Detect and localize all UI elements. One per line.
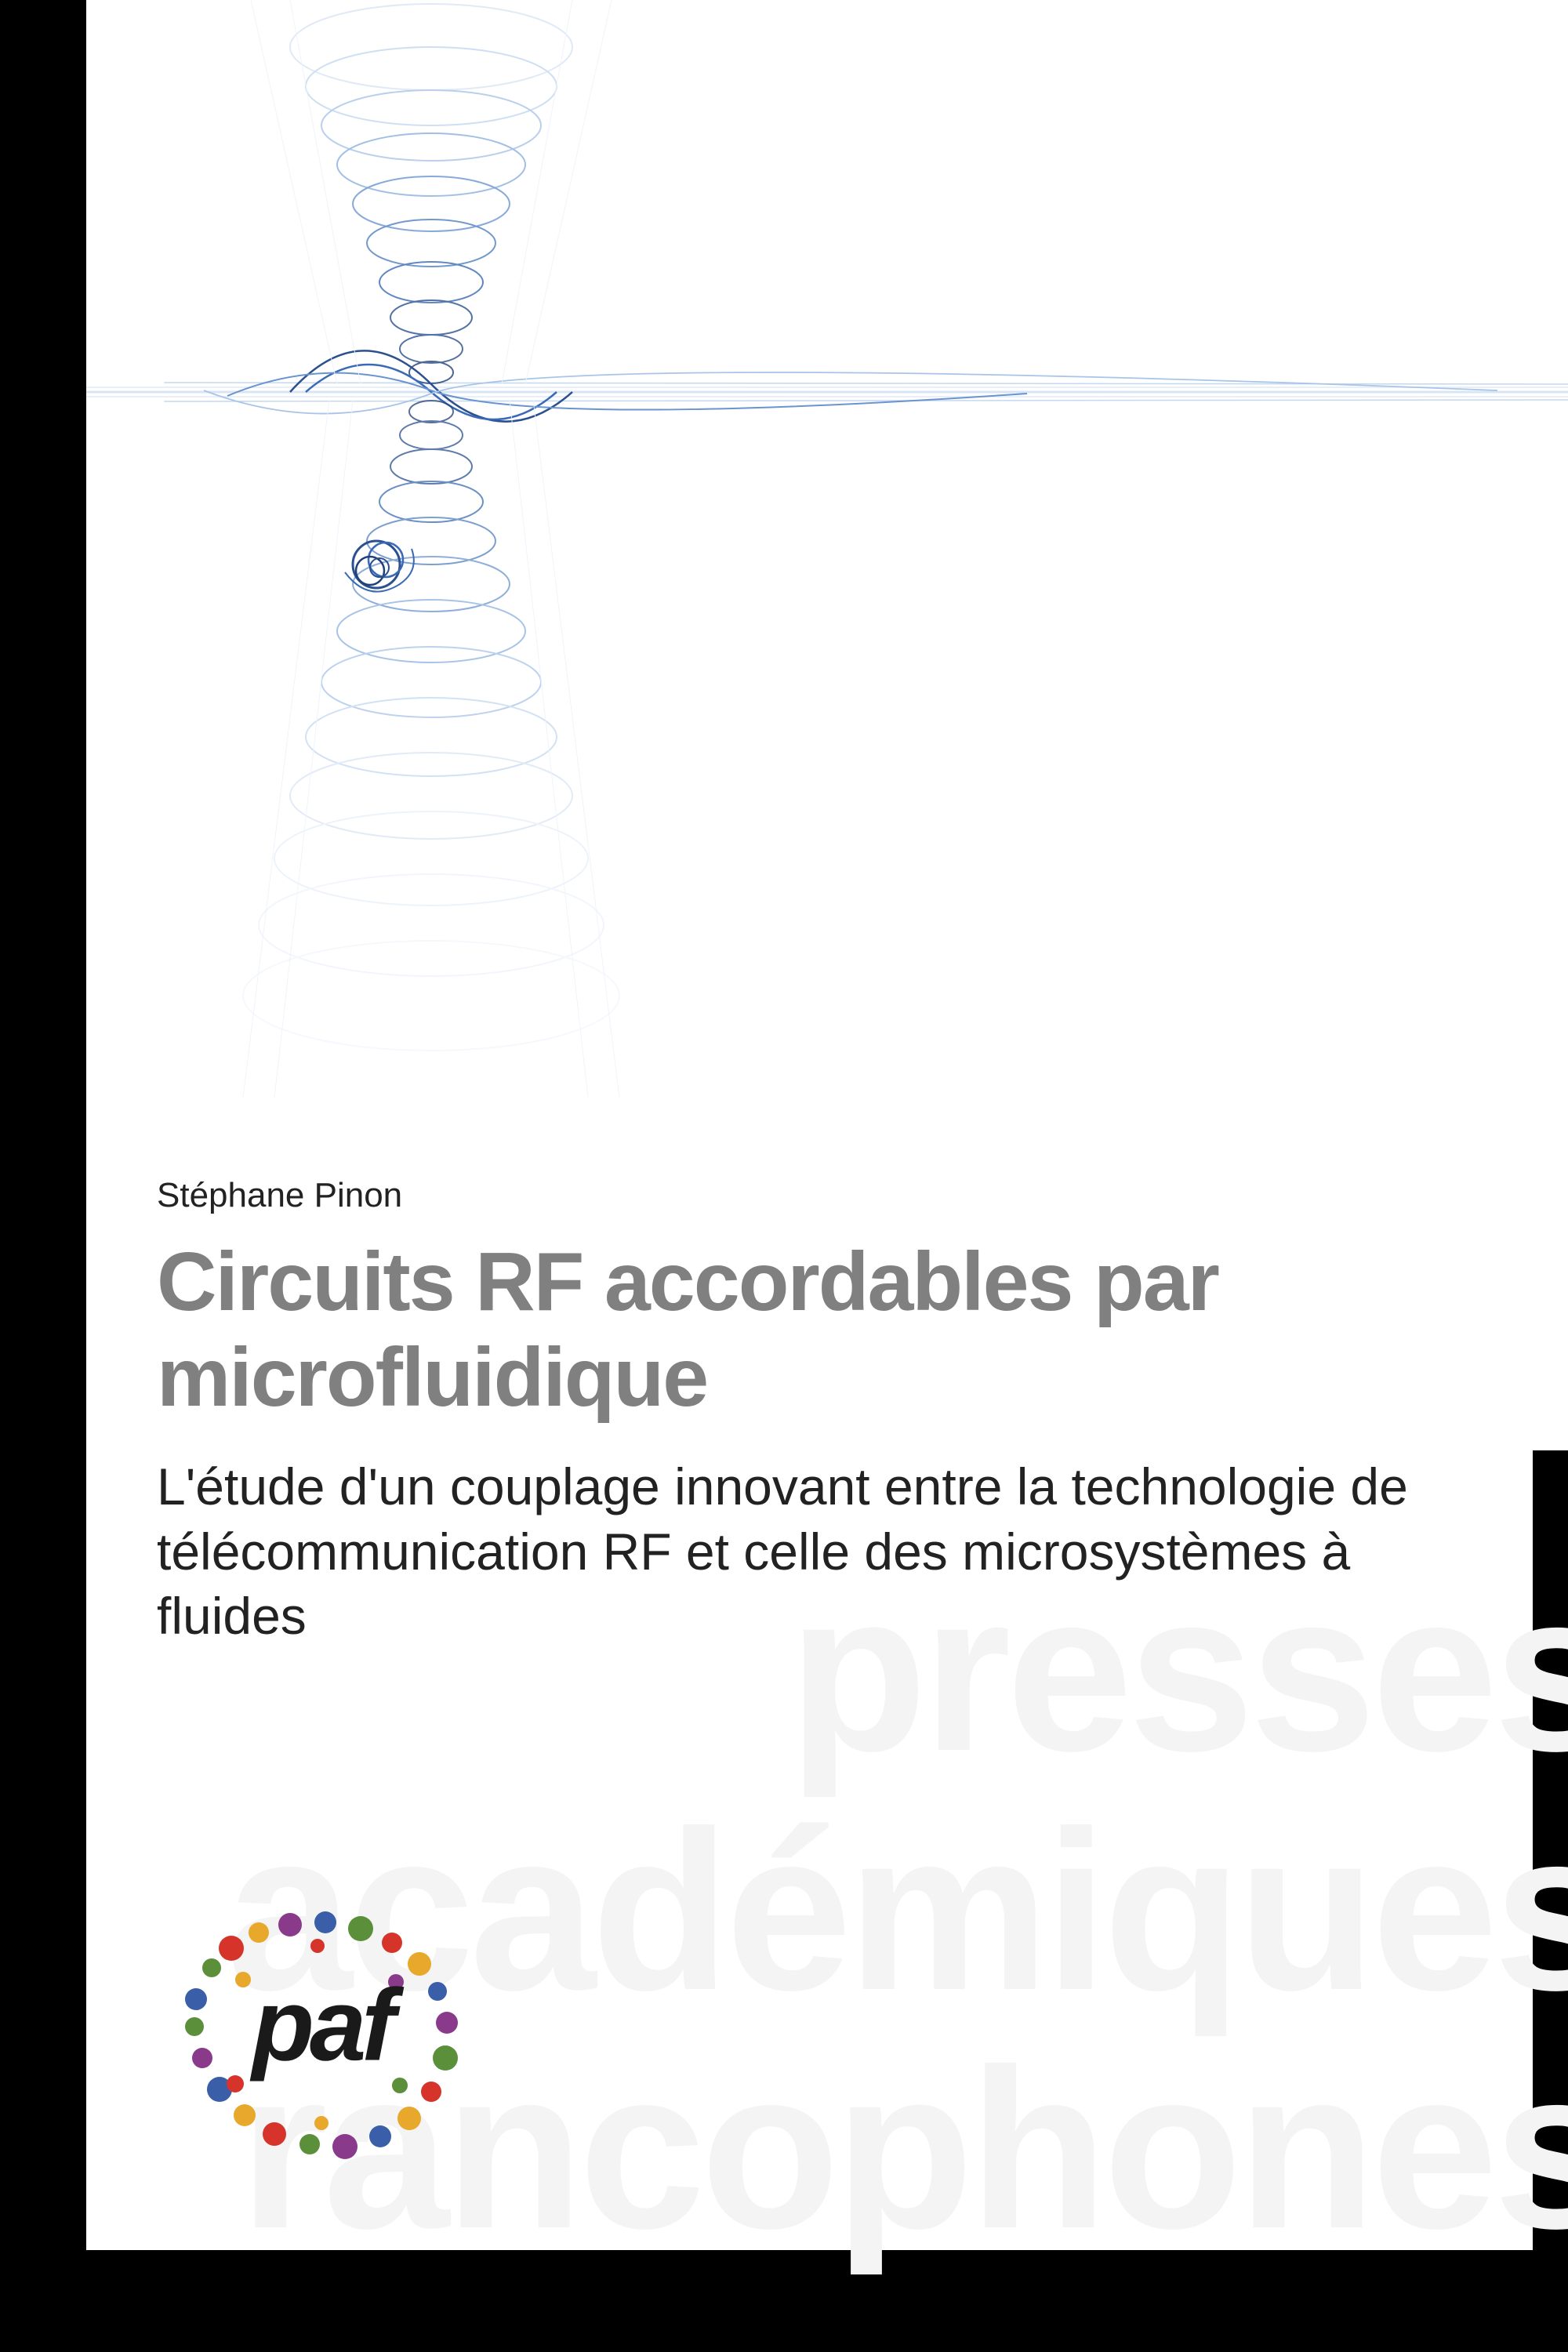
logo-dot (202, 1958, 221, 1977)
logo-dot (185, 1988, 207, 2010)
logo-dot (299, 2134, 320, 2154)
logo-dot (235, 1972, 251, 1987)
publisher-logo: paf (157, 1889, 486, 2172)
watermark-line: presses (226, 1552, 1568, 1791)
logo-dot (234, 2104, 256, 2126)
logo-dot (369, 2125, 391, 2147)
publisher-logo-text: paf (252, 1966, 391, 2084)
book-title: Circuits RF accordables par microfluidiq… (157, 1235, 1505, 1426)
logo-dot (408, 1952, 431, 1976)
logo-dot (249, 1922, 269, 1943)
logo-dot (382, 1933, 402, 1953)
logo-dot (348, 1916, 373, 1941)
logo-dot (433, 2045, 458, 2071)
author-name: Stéphane Pinon (157, 1176, 402, 1215)
logo-dot (397, 2107, 421, 2130)
logo-dot (314, 1911, 336, 1933)
logo-dot (314, 2116, 328, 2130)
spine-bar (0, 0, 86, 2352)
logo-dot (421, 2082, 441, 2102)
logo-dot (227, 2075, 244, 2092)
logo-dot (332, 2134, 358, 2159)
logo-dot (192, 2048, 212, 2068)
logo-dot (428, 1982, 447, 2001)
logo-dot (310, 1939, 325, 1953)
logo-dot (436, 2012, 458, 2034)
logo-dot (278, 1913, 302, 1936)
logo-dot (185, 2017, 204, 2036)
logo-dot (392, 2078, 408, 2093)
cover-artwork (86, 0, 1568, 1098)
logo-dot (219, 1936, 244, 1961)
logo-dot (263, 2122, 286, 2146)
